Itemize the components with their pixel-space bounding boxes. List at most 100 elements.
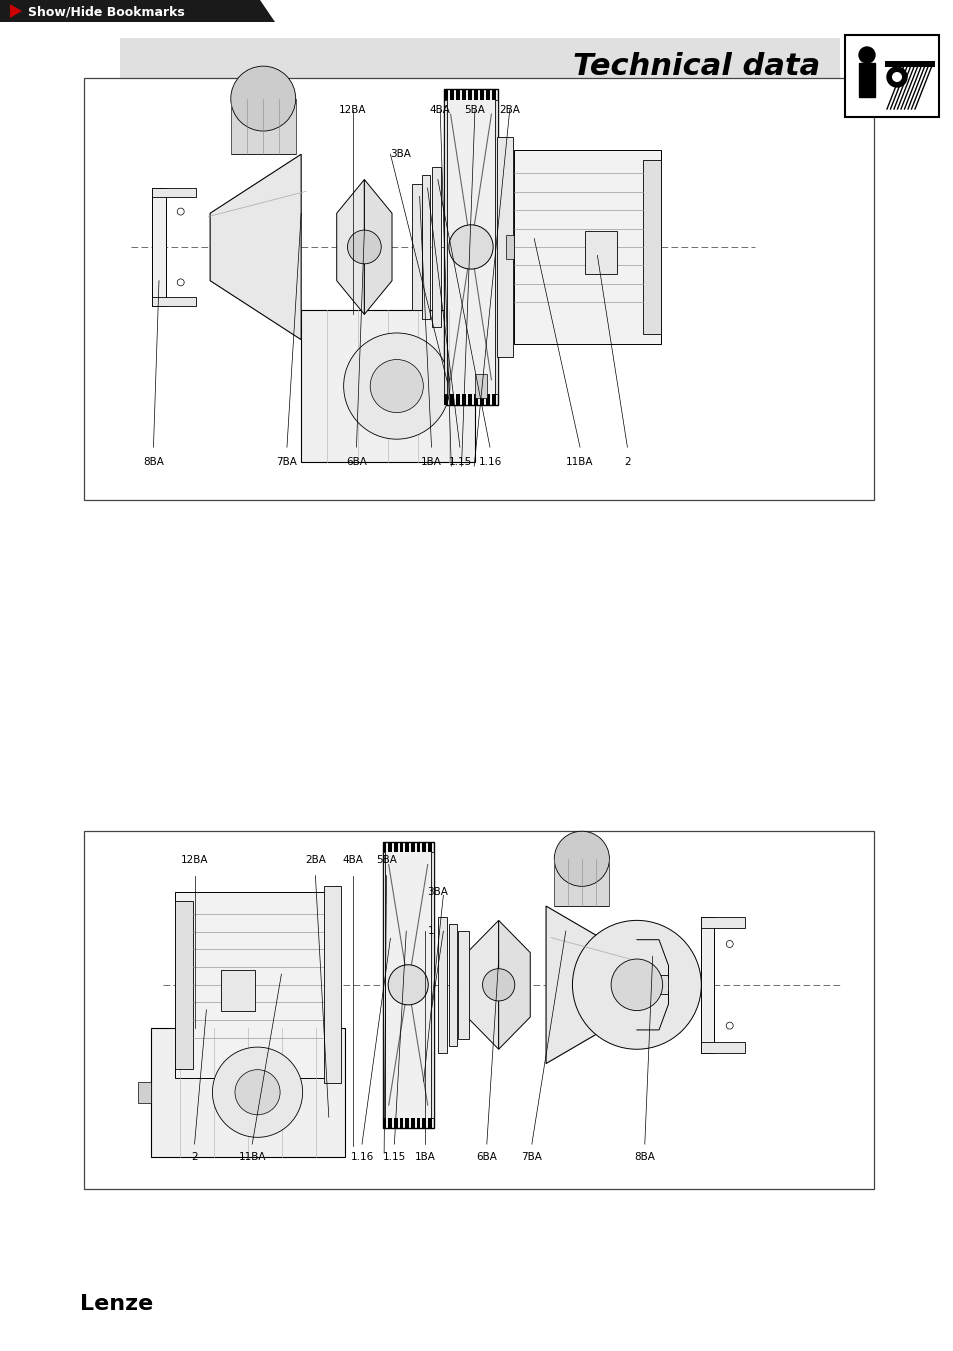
Text: 1.16: 1.16 (477, 457, 501, 467)
Circle shape (231, 66, 295, 131)
Bar (174, 892, 329, 1078)
Text: Technical data: Technical data (572, 51, 820, 81)
Bar (858, 63, 874, 97)
Bar (394, 1119, 397, 1128)
Text: 1.15: 1.15 (448, 457, 471, 467)
Bar (457, 931, 468, 1039)
Bar (468, 394, 472, 405)
Bar (394, 842, 397, 851)
Bar (388, 842, 392, 851)
Text: 2BA: 2BA (305, 854, 326, 865)
Circle shape (177, 278, 184, 286)
Text: 1BA: 1BA (415, 1151, 436, 1162)
Polygon shape (0, 0, 274, 22)
Text: 12BA: 12BA (181, 854, 208, 865)
Bar (449, 924, 456, 1046)
Text: 4BA: 4BA (342, 854, 362, 865)
Bar (844, 35, 938, 118)
Bar (485, 394, 489, 405)
Bar (444, 89, 497, 405)
Circle shape (886, 68, 906, 86)
Text: 8BA: 8BA (143, 457, 164, 467)
Bar (495, 100, 497, 394)
Bar (461, 89, 465, 100)
Bar (474, 394, 477, 405)
Text: 1BA: 1BA (420, 457, 441, 467)
Text: 2: 2 (191, 1151, 197, 1162)
Polygon shape (364, 180, 392, 315)
Bar (428, 842, 432, 851)
Bar (174, 901, 193, 1069)
Bar (231, 99, 295, 154)
Bar (492, 394, 496, 405)
Bar (84, 78, 873, 500)
Bar (412, 184, 421, 311)
Circle shape (858, 47, 874, 63)
Bar (431, 851, 434, 1119)
Polygon shape (545, 907, 631, 1063)
Bar (444, 394, 448, 405)
Text: 5BA: 5BA (464, 105, 485, 115)
Bar (152, 188, 195, 197)
Bar (382, 842, 386, 851)
Bar (324, 886, 341, 1084)
Bar (444, 100, 446, 394)
Bar (554, 859, 609, 907)
Bar (492, 89, 496, 100)
Text: 5BA: 5BA (375, 854, 396, 865)
Text: 6BA: 6BA (346, 457, 367, 467)
Bar (152, 296, 195, 305)
Bar (151, 1028, 344, 1156)
Bar (221, 970, 254, 1011)
Bar (137, 1082, 151, 1102)
Bar (388, 1119, 392, 1128)
Text: 1.16: 1.16 (350, 1151, 374, 1162)
Bar (416, 842, 420, 851)
Bar (399, 1119, 403, 1128)
Text: 11BA: 11BA (238, 1151, 266, 1162)
Bar (505, 235, 514, 258)
Circle shape (572, 920, 700, 1050)
Bar (642, 159, 659, 334)
Polygon shape (10, 4, 22, 18)
Text: 8BA: 8BA (634, 1151, 655, 1162)
Polygon shape (210, 154, 301, 339)
Circle shape (725, 940, 733, 947)
Circle shape (234, 1070, 280, 1115)
Bar (475, 374, 487, 399)
Bar (444, 89, 448, 100)
Text: Show/Hide Bookmarks: Show/Hide Bookmarks (28, 5, 185, 19)
Bar (456, 394, 459, 405)
Bar (479, 89, 483, 100)
Bar (479, 394, 483, 405)
Circle shape (554, 831, 609, 886)
Bar (399, 842, 403, 851)
Polygon shape (498, 920, 530, 1050)
Bar (301, 311, 475, 462)
Polygon shape (467, 920, 498, 1050)
Circle shape (388, 965, 428, 1005)
Bar (405, 842, 409, 851)
Circle shape (213, 1047, 302, 1138)
Circle shape (611, 959, 662, 1011)
Bar (152, 188, 165, 305)
Text: 3BA: 3BA (390, 149, 411, 159)
Bar (700, 917, 744, 928)
Text: 12BA: 12BA (338, 105, 366, 115)
Circle shape (891, 72, 901, 82)
Bar (461, 394, 465, 405)
Bar (411, 842, 415, 851)
Bar (382, 1119, 386, 1128)
Bar (428, 1119, 432, 1128)
Text: 1.15: 1.15 (382, 1151, 406, 1162)
Text: Lenze: Lenze (80, 1294, 153, 1313)
Bar (450, 89, 454, 100)
Text: 2BA: 2BA (498, 105, 519, 115)
Bar (422, 842, 426, 851)
Bar (468, 89, 472, 100)
Text: 7BA: 7BA (521, 1151, 541, 1162)
Circle shape (370, 359, 423, 412)
Bar (422, 1119, 426, 1128)
Bar (497, 138, 513, 357)
Circle shape (343, 332, 450, 439)
